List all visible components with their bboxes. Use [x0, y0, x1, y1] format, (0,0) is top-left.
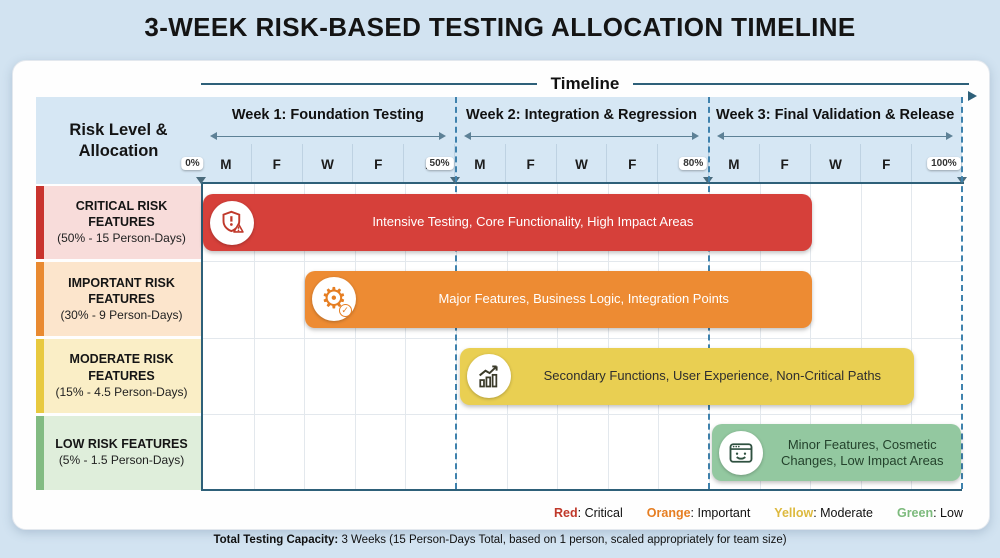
- row-label-1: CRITICAL RISK FEATURES (50% - 15 Person-D…: [36, 185, 201, 260]
- grid-line-horizontal: [203, 414, 962, 416]
- timeline-axis-line-right: [633, 83, 977, 101]
- week-header-label: Week 3: Final Validation & Release: [716, 106, 955, 123]
- risk-level-allocation-header: Risk Level & Allocation: [36, 97, 201, 184]
- week-header-3: Week 3: Final Validation & Release: [708, 97, 963, 144]
- row-label-name: MODERATE RISK FEATURES: [69, 352, 174, 383]
- row-label-allocation: (5% - 1.5 Person-Days): [58, 453, 185, 468]
- grid-line-vertical: [304, 184, 306, 489]
- grid-line-vertical: [405, 184, 407, 489]
- grid-top-rule: [201, 182, 964, 184]
- page-title: 3-WEEK RISK-BASED TESTING ALLOCATION TIM…: [144, 12, 856, 42]
- legend-item-important: Orange: Important: [647, 506, 751, 520]
- grid-line-vertical: [607, 184, 609, 489]
- gantt-bar-4: Minor Features, Cosmetic Changes, Low Im…: [712, 424, 962, 482]
- gantt-bar-text: Minor Features, Cosmetic Changes, Low Im…: [780, 436, 944, 468]
- legend-item-label: : Moderate: [813, 506, 873, 520]
- day-cell: F: [504, 144, 556, 184]
- day-cell: F: [860, 144, 912, 184]
- row-label-allocation: (50% - 15 Person-Days): [57, 231, 186, 246]
- window-smile-icon: [719, 430, 764, 475]
- double-arrow-icon: [717, 132, 953, 143]
- day-cell: M: [453, 144, 505, 184]
- week-boundary-dashed-line: [961, 97, 963, 489]
- row-label-name: IMPORTANT RISK FEATURES: [68, 275, 175, 306]
- double-arrow-line: [214, 136, 442, 137]
- grid-line-vertical: [911, 184, 913, 489]
- grid-line-horizontal: [203, 337, 962, 339]
- legend-color-word: Green: [896, 506, 934, 520]
- double-arrow-line: [721, 136, 950, 137]
- legend-item-label: : Low: [933, 506, 963, 520]
- gear-check-icon: ⚙ ✓: [311, 277, 356, 322]
- legend-item-critical: Red: Critical: [554, 506, 623, 520]
- arrow-right-icon: [968, 91, 977, 101]
- row-color-stripe: [36, 415, 44, 490]
- day-cell: F: [758, 144, 810, 184]
- day-cell: W: [301, 144, 353, 184]
- row-label-2: IMPORTANT RISK FEATURES (30% - 9 Person-D…: [36, 262, 201, 336]
- row-label-allocation: (30% - 9 Person-Days): [60, 308, 183, 323]
- week-header-label: Week 1: Foundation Testing: [231, 106, 424, 123]
- double-arrow-icon: [463, 132, 700, 143]
- grid-line-vertical: [506, 184, 508, 489]
- grid-line-vertical: [860, 184, 862, 489]
- gantt-bar-2: ⚙ ✓ Major Features, Business Logic, Integr…: [304, 270, 812, 328]
- row-label-name: CRITICAL RISK FEATURES: [75, 198, 168, 230]
- row-label-name: LOW RISK FEATURES: [55, 437, 188, 452]
- day-cell: W: [809, 144, 861, 184]
- row-label-4: LOW RISK FEATURES (5% - 1.5 Person-Days): [36, 415, 201, 490]
- day-cell: F: [911, 144, 962, 184]
- grid-line-vertical: [354, 184, 356, 489]
- row-color-stripe: [36, 339, 44, 413]
- gantt-grid: Intensive Testing, Core Functionality, H…: [201, 97, 963, 491]
- row-color-stripe: [36, 262, 44, 336]
- legend-item-low: Green: Low: [897, 506, 963, 520]
- grid-line-vertical: [253, 184, 255, 489]
- gantt-bar-text: Major Features, Business Logic, Integrat…: [438, 291, 729, 307]
- week-header-1: Week 1: Foundation Testing: [201, 97, 455, 144]
- legend-item-label: : Critical: [577, 506, 623, 520]
- legend: Red: Critical Orange: Important Yellow: Mo…: [554, 506, 963, 520]
- double-arrow-line: [467, 136, 696, 137]
- grid-line-horizontal: [203, 260, 962, 262]
- grid-line-vertical: [557, 184, 559, 489]
- footer-note: Total Testing Capacity: 3 Weeks (15 Pers…: [0, 534, 1000, 546]
- grid-line-vertical: [810, 184, 812, 489]
- gantt-bar-3: Secondary Functions, User Experience, No…: [459, 347, 915, 405]
- grid-line-vertical: [759, 184, 761, 489]
- legend-color-word: Red: [554, 506, 578, 520]
- legend-color-word: Orange: [646, 506, 691, 520]
- day-cell: M: [707, 144, 759, 184]
- footer-note-rest: 3 Weeks (15 Person-Days Total, based on …: [338, 534, 787, 546]
- day-cell: F: [352, 144, 404, 184]
- legend-color-word: Yellow: [774, 506, 814, 520]
- legend-item-moderate: Yellow: Moderate: [774, 506, 873, 520]
- timeline-axis-label: Timeline: [550, 74, 620, 93]
- row-label-3: MODERATE RISK FEATURES (15% - 4.5 Person-…: [36, 339, 201, 413]
- gantt-bar-text: Intensive Testing, Core Functionality, H…: [372, 214, 694, 230]
- day-cell: F: [403, 144, 454, 184]
- double-arrow-icon: [210, 132, 446, 143]
- grid-line-vertical: [658, 184, 660, 489]
- gantt-bar-1: Intensive Testing, Core Functionality, H…: [203, 194, 812, 251]
- row-color-stripe: [36, 185, 44, 260]
- week-header-2: Week 2: Integration & Regression: [454, 97, 709, 144]
- footer-note-bold: Total Testing Capacity:: [213, 534, 339, 546]
- shield-alert-icon: [210, 200, 254, 245]
- timeline-axis: Timeline: [201, 73, 977, 101]
- day-cell: W: [555, 144, 607, 184]
- chart-up-icon: [466, 354, 511, 398]
- day-cell: F: [657, 144, 708, 184]
- timeline-axis-line-left: [201, 83, 537, 85]
- day-cell: M: [201, 144, 251, 184]
- row-label-allocation: (15% - 4.5 Person-Days): [55, 384, 188, 399]
- timeline-card: Timeline Risk Level & Allocation Week 1:…: [12, 60, 990, 530]
- week-header-label: Week 2: Integration & Regression: [466, 106, 697, 123]
- gantt-bar-text: Secondary Functions, User Experience, No…: [543, 367, 882, 383]
- week-header-row: Week 1: Foundation Testing Week 2: Integr…: [201, 97, 963, 144]
- day-cell: F: [606, 144, 658, 184]
- legend-item-label: : Important: [690, 506, 751, 520]
- day-cell: F: [250, 144, 302, 184]
